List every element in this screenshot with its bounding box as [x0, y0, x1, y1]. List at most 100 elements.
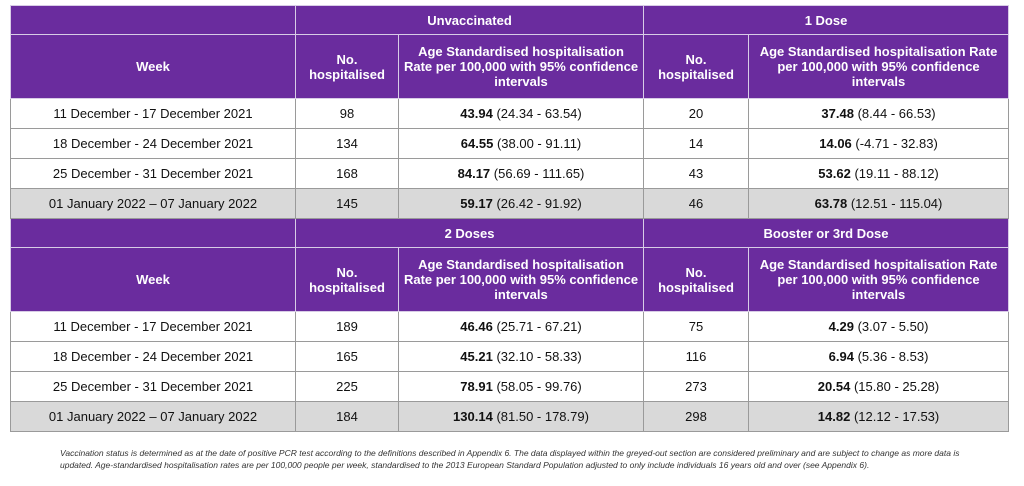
confidence-interval: (12.51 - 115.04) — [850, 196, 943, 211]
rate-value: 130.14 — [453, 409, 493, 424]
group-header: Unvaccinated — [294, 5, 645, 35]
rate-cell: 59.17 (26.42 - 91.92) — [397, 188, 645, 219]
rate-value: 14.82 — [817, 409, 851, 424]
data-row: 11 December - 17 December 2021 189 46.46 (… — [10, 311, 1010, 342]
data-row: 25 December - 31 December 2021 168 84.17 (… — [10, 158, 1010, 189]
week-cell: 01 January 2022 – 07 January 2022 — [10, 401, 296, 432]
rate-value: 4.29 — [828, 319, 854, 334]
rate-cell: 14.06 (-4.71 - 32.83) — [748, 128, 1010, 159]
count-cell: 43 — [643, 158, 750, 189]
column-header-row: Week No. hospitalised Age Standardised hos… — [10, 247, 1010, 312]
rate-value: 63.78 — [814, 196, 848, 211]
rate-cell: 45.21 (32.10 - 58.33) — [397, 341, 645, 372]
blank-header-cell — [10, 5, 296, 35]
rate-cell: 130.14 (81.50 - 178.79) — [397, 401, 645, 432]
confidence-interval: (3.07 - 5.50) — [857, 319, 929, 334]
week-cell: 11 December - 17 December 2021 — [10, 98, 296, 129]
count-header: No. hospitalised — [295, 247, 399, 312]
confidence-interval: (58.05 - 99.76) — [496, 379, 582, 394]
count-cell: 273 — [643, 371, 750, 402]
count-cell: 75 — [643, 311, 750, 342]
count-header: No. hospitalised — [643, 34, 750, 99]
table-wrap: Unvaccinated 1 Dose Week No. hospitalised Ag… — [10, 5, 1010, 432]
count-cell: 165 — [295, 341, 399, 372]
group-header-row: Unvaccinated 1 Dose — [10, 5, 1010, 35]
count-cell: 189 — [295, 311, 399, 342]
data-row: 18 December - 24 December 2021 134 64.55 (… — [10, 128, 1010, 159]
rate-header: Age Standardised hospitalisation Rate pe… — [748, 247, 1010, 312]
rate-cell: 78.91 (58.05 - 99.76) — [397, 371, 645, 402]
rate-value: 37.48 — [821, 106, 854, 121]
rate-cell: 63.78 (12.51 - 115.04) — [748, 188, 1010, 219]
rate-cell: 43.94 (24.34 - 63.54) — [397, 98, 645, 129]
count-cell: 116 — [643, 341, 750, 372]
count-cell: 145 — [295, 188, 399, 219]
rate-value: 14.06 — [819, 136, 852, 151]
confidence-interval: (19.11 - 88.12) — [854, 166, 939, 181]
data-row: 18 December - 24 December 2021 165 45.21 (… — [10, 341, 1010, 372]
confidence-interval: (32.10 - 58.33) — [496, 349, 582, 364]
week-header: Week — [10, 247, 296, 312]
rate-cell: 14.82 (12.12 - 17.53) — [748, 401, 1010, 432]
rate-value: 78.91 — [460, 379, 493, 394]
week-cell: 01 January 2022 – 07 January 2022 — [10, 188, 296, 219]
week-cell: 18 December - 24 December 2021 — [10, 128, 296, 159]
count-header: No. hospitalised — [295, 34, 399, 99]
rate-header: Age Standardised hospitalisation Rate pe… — [397, 247, 645, 312]
rate-value: 45.21 — [460, 349, 493, 364]
group-header: Booster or 3rd Dose — [643, 218, 1010, 248]
data-row: 25 December - 31 December 2021 225 78.91 (… — [10, 371, 1010, 402]
hospitalisation-table: Unvaccinated 1 Dose Week No. hospitalised Ag… — [10, 5, 1010, 432]
week-cell: 25 December - 31 December 2021 — [10, 371, 296, 402]
rate-value: 64.55 — [460, 136, 494, 151]
rate-cell: 4.29 (3.07 - 5.50) — [748, 311, 1010, 342]
rate-header: Age Standardised hospitalisation Rate pe… — [748, 34, 1010, 99]
column-header-row: Week No. hospitalised Age Standardised hos… — [10, 34, 1010, 99]
rate-value: 84.17 — [457, 166, 491, 181]
group-header-row: 2 Doses Booster or 3rd Dose — [10, 218, 1010, 248]
count-cell: 46 — [643, 188, 750, 219]
week-cell: 25 December - 31 December 2021 — [10, 158, 296, 189]
confidence-interval: (8.44 - 66.53) — [857, 106, 936, 121]
rate-value: 59.17 — [460, 196, 493, 211]
week-cell: 11 December - 17 December 2021 — [10, 311, 296, 342]
count-cell: 14 — [643, 128, 750, 159]
rate-cell: 53.62 (19.11 - 88.12) — [748, 158, 1010, 189]
group-header: 2 Doses — [294, 218, 645, 248]
count-header: No. hospitalised — [643, 247, 750, 312]
confidence-interval: (12.12 - 17.53) — [853, 409, 940, 424]
week-header: Week — [10, 34, 296, 99]
confidence-interval: (81.50 - 178.79) — [496, 409, 589, 424]
confidence-interval: (56.69 - 111.65) — [493, 166, 585, 181]
rate-cell: 20.54 (15.80 - 25.28) — [748, 371, 1010, 402]
rate-value: 43.94 — [460, 106, 493, 121]
week-cell: 18 December - 24 December 2021 — [10, 341, 296, 372]
rate-cell: 37.48 (8.44 - 66.53) — [748, 98, 1010, 129]
rate-cell: 6.94 (5.36 - 8.53) — [748, 341, 1010, 372]
count-cell: 298 — [643, 401, 750, 432]
confidence-interval: (5.36 - 8.53) — [857, 349, 929, 364]
count-cell: 225 — [295, 371, 399, 402]
data-row: 11 December - 17 December 2021 98 43.94 (2… — [10, 98, 1010, 129]
rate-value: 6.94 — [828, 349, 854, 364]
count-cell: 184 — [295, 401, 399, 432]
table-body: Unvaccinated 1 Dose Week No. hospitalised Ag… — [10, 5, 1010, 432]
rate-cell: 46.46 (25.71 - 67.21) — [397, 311, 645, 342]
count-cell: 168 — [295, 158, 399, 189]
count-cell: 98 — [295, 98, 399, 129]
footnote: Vaccination status is determined as at t… — [60, 448, 960, 470]
rate-cell: 84.17 (56.69 - 111.65) — [397, 158, 645, 189]
rate-header: Age Standardised hospitalisation Rate pe… — [397, 34, 645, 99]
confidence-interval: (38.00 - 91.11) — [496, 136, 582, 151]
data-row: 01 January 2022 – 07 January 2022 145 59.1… — [10, 188, 1010, 219]
confidence-interval: (15.80 - 25.28) — [853, 379, 940, 394]
rate-value: 20.54 — [817, 379, 851, 394]
confidence-interval: (26.42 - 91.92) — [496, 196, 582, 211]
blank-header-cell — [10, 218, 296, 248]
rate-value: 53.62 — [818, 166, 851, 181]
data-row: 01 January 2022 – 07 January 2022 184 130.… — [10, 401, 1010, 432]
count-cell: 134 — [295, 128, 399, 159]
confidence-interval: (25.71 - 67.21) — [496, 319, 582, 334]
rate-cell: 64.55 (38.00 - 91.11) — [397, 128, 645, 159]
